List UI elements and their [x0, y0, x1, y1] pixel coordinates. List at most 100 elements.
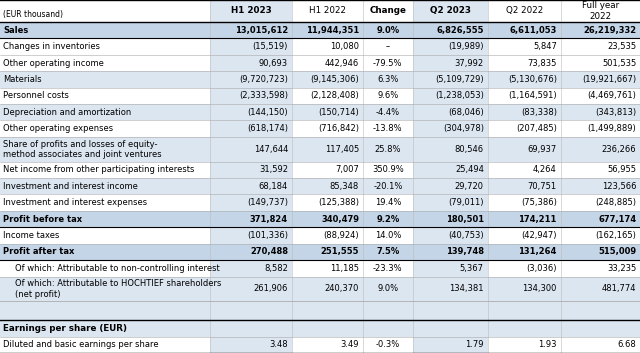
Text: (1,499,889): (1,499,889) [588, 124, 636, 133]
Text: 9.2%: 9.2% [376, 215, 399, 223]
Bar [210, 71, 292, 88]
Text: Earnings per share (EUR): Earnings per share (EUR) [3, 324, 127, 333]
Text: (101,336): (101,336) [247, 231, 288, 240]
Text: 68,184: 68,184 [259, 182, 288, 191]
Bar [0, 178, 640, 195]
Bar [0, 227, 640, 244]
Bar [0, 120, 640, 137]
Text: 37,992: 37,992 [454, 59, 484, 67]
Text: (162,165): (162,165) [595, 231, 636, 240]
Bar [413, 0, 488, 22]
Text: Of which: Attributable to HOCHTIEF shareholders
(net profit): Of which: Attributable to HOCHTIEF share… [15, 279, 221, 299]
Text: Change: Change [369, 6, 406, 16]
Text: 131,264: 131,264 [518, 247, 557, 256]
Text: (3,036): (3,036) [526, 264, 557, 273]
Text: (144,150): (144,150) [248, 108, 288, 117]
Text: (1,164,591): (1,164,591) [508, 91, 557, 100]
Text: -20.1%: -20.1% [373, 182, 403, 191]
Bar [0, 38, 640, 55]
Text: 123,566: 123,566 [602, 182, 636, 191]
Text: Other operating income: Other operating income [3, 59, 104, 67]
Text: (15,519): (15,519) [253, 42, 288, 51]
Text: 117,405: 117,405 [324, 145, 359, 154]
Text: (EUR thousand): (EUR thousand) [3, 10, 63, 19]
Bar [413, 104, 488, 120]
Bar [413, 195, 488, 211]
Text: (2,333,598): (2,333,598) [239, 91, 288, 100]
Text: (1,238,053): (1,238,053) [435, 91, 484, 100]
Text: 6.68: 6.68 [618, 340, 636, 349]
Bar [413, 88, 488, 104]
Bar [413, 38, 488, 55]
Bar [210, 0, 292, 22]
Text: Full year
2022: Full year 2022 [582, 1, 619, 21]
Text: 6.3%: 6.3% [377, 75, 399, 84]
Text: H1 2023: H1 2023 [230, 6, 271, 16]
Text: 236,266: 236,266 [602, 145, 636, 154]
Text: (83,338): (83,338) [521, 108, 557, 117]
Text: 25,494: 25,494 [455, 165, 484, 174]
Text: 3.49: 3.49 [340, 340, 359, 349]
Text: Investment and interest expenses: Investment and interest expenses [3, 198, 147, 207]
Text: 147,644: 147,644 [253, 145, 288, 154]
Text: (304,978): (304,978) [443, 124, 484, 133]
Text: 3.48: 3.48 [269, 340, 288, 349]
Text: 11,185: 11,185 [330, 264, 359, 273]
Bar [0, 336, 640, 353]
Bar [0, 0, 640, 22]
Text: (9,720,723): (9,720,723) [239, 75, 288, 84]
Text: -79.5%: -79.5% [373, 59, 403, 67]
Bar [413, 336, 488, 353]
Text: Q2 2022: Q2 2022 [506, 6, 543, 16]
Text: -4.4%: -4.4% [376, 108, 400, 117]
Bar [0, 71, 640, 88]
Bar [0, 162, 640, 178]
Text: 174,211: 174,211 [518, 215, 557, 223]
Bar [413, 227, 488, 244]
Bar [0, 88, 640, 104]
Bar [210, 260, 292, 276]
Bar [210, 195, 292, 211]
Bar [413, 71, 488, 88]
Text: 80,546: 80,546 [454, 145, 484, 154]
Text: 261,906: 261,906 [253, 285, 288, 293]
Text: (9,145,306): (9,145,306) [310, 75, 359, 84]
Bar [413, 162, 488, 178]
Text: 29,720: 29,720 [455, 182, 484, 191]
Text: (4,469,761): (4,469,761) [588, 91, 636, 100]
Bar [0, 276, 640, 301]
Text: 6,611,053: 6,611,053 [509, 26, 557, 35]
Bar [413, 120, 488, 137]
Text: 70,751: 70,751 [527, 182, 557, 191]
Text: 25.8%: 25.8% [374, 145, 401, 154]
Text: -13.8%: -13.8% [373, 124, 403, 133]
Text: 90,693: 90,693 [259, 59, 288, 67]
Text: (343,813): (343,813) [595, 108, 636, 117]
Text: 56,955: 56,955 [607, 165, 636, 174]
Text: 33,235: 33,235 [607, 264, 636, 273]
Text: (40,753): (40,753) [448, 231, 484, 240]
Text: 8,582: 8,582 [264, 264, 288, 273]
Text: 9.0%: 9.0% [376, 26, 399, 35]
Bar [210, 336, 292, 353]
Text: 180,501: 180,501 [445, 215, 484, 223]
Text: (618,174): (618,174) [247, 124, 288, 133]
Text: (2,128,408): (2,128,408) [310, 91, 359, 100]
Text: (68,046): (68,046) [448, 108, 484, 117]
Text: (42,947): (42,947) [522, 231, 557, 240]
Text: 270,488: 270,488 [250, 247, 288, 256]
Text: (248,885): (248,885) [595, 198, 636, 207]
Text: 19.4%: 19.4% [374, 198, 401, 207]
Text: 9.0%: 9.0% [377, 285, 399, 293]
Text: 240,370: 240,370 [324, 285, 359, 293]
Text: (150,714): (150,714) [318, 108, 359, 117]
Text: 7,007: 7,007 [335, 165, 359, 174]
Bar [0, 260, 640, 276]
Text: Other operating expenses: Other operating expenses [3, 124, 113, 133]
Text: (5,109,729): (5,109,729) [435, 75, 484, 84]
Text: (19,921,667): (19,921,667) [582, 75, 636, 84]
Text: Investment and interest income: Investment and interest income [3, 182, 138, 191]
Bar [413, 178, 488, 195]
Text: (716,842): (716,842) [318, 124, 359, 133]
Text: 69,937: 69,937 [527, 145, 557, 154]
